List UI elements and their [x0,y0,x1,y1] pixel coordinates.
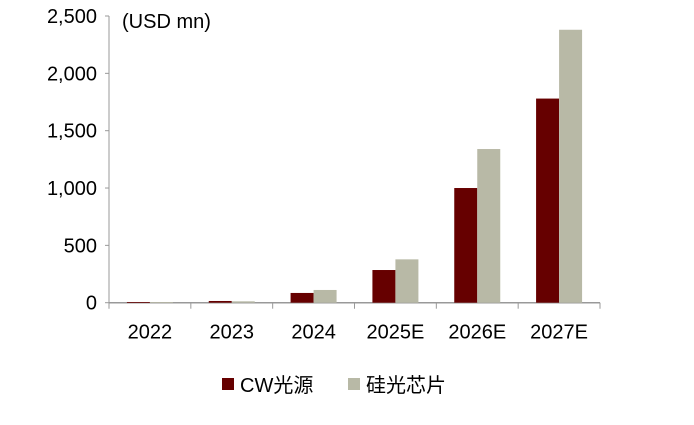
x-tick-label: 2024 [291,322,336,344]
bar-silicon-photonics-chip-2025E [395,259,419,303]
bar-cw-light-source-2025E [372,270,396,303]
bar-silicon-photonics-chip-2023 [231,301,255,303]
y-tick-label: 0 [86,293,97,315]
legend-swatch [348,378,360,390]
bar-silicon-photonics-chip-2026E [477,149,501,303]
y-tick-label: 500 [64,235,97,257]
x-tick-label: 2025E [366,322,424,344]
unit-label: (USD mn) [122,11,211,33]
y-tick-label: 2,000 [47,63,97,85]
bar-cw-light-source-2026E [454,188,478,303]
x-tick-label: 2022 [128,322,173,344]
legend-swatch [222,378,234,390]
y-tick-label: 1,500 [47,121,97,143]
x-tick-label: 2026E [448,322,506,344]
bar-cw-light-source-2024 [290,292,314,303]
y-tick-label: 2,500 [47,6,97,28]
bar-silicon-photonics-chip-2024 [313,289,337,303]
y-tick-label: 1,000 [47,178,97,200]
bar-silicon-photonics-chip-2027E [559,29,583,303]
legend-label: CW光源 [240,374,313,397]
legend-label: 硅光芯片 [366,374,446,397]
bar-silicon-photonics-chip-2022 [149,302,173,303]
x-tick-label: 2027E [530,322,588,344]
x-tick-label: 2023 [210,322,255,344]
bar-cw-light-source-2022 [126,302,150,303]
bar-cw-light-source-2023 [208,300,232,303]
bar-cw-light-source-2027E [536,98,560,303]
